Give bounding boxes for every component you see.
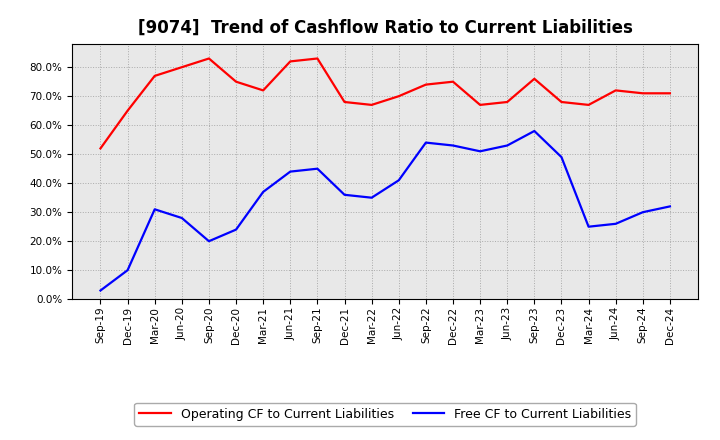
Free CF to Current Liabilities (584, 224, 593, 229)
Free CF to Current Liabilities (341, 192, 349, 198)
Operating CF to Current Liabilities (476, 102, 485, 107)
Free CF to Current Liabilities (123, 268, 132, 273)
Operating CF to Current Liabilities (584, 102, 593, 107)
Operating CF to Current Liabilities (449, 79, 457, 84)
Operating CF to Current Liabilities (204, 56, 213, 61)
Line: Operating CF to Current Liabilities: Operating CF to Current Liabilities (101, 59, 670, 148)
Free CF to Current Liabilities (503, 143, 511, 148)
Operating CF to Current Liabilities (123, 108, 132, 114)
Free CF to Current Liabilities (421, 140, 430, 145)
Operating CF to Current Liabilities (313, 56, 322, 61)
Free CF to Current Liabilities (259, 189, 268, 194)
Free CF to Current Liabilities (611, 221, 620, 227)
Operating CF to Current Liabilities (665, 91, 674, 96)
Operating CF to Current Liabilities (611, 88, 620, 93)
Operating CF to Current Liabilities (150, 73, 159, 78)
Free CF to Current Liabilities (665, 204, 674, 209)
Free CF to Current Liabilities (639, 209, 647, 215)
Line: Free CF to Current Liabilities: Free CF to Current Liabilities (101, 131, 670, 290)
Operating CF to Current Liabilities (96, 146, 105, 151)
Free CF to Current Liabilities (96, 288, 105, 293)
Free CF to Current Liabilities (313, 166, 322, 171)
Operating CF to Current Liabilities (286, 59, 294, 64)
Operating CF to Current Liabilities (232, 79, 240, 84)
Free CF to Current Liabilities (178, 215, 186, 220)
Free CF to Current Liabilities (395, 178, 403, 183)
Free CF to Current Liabilities (449, 143, 457, 148)
Free CF to Current Liabilities (367, 195, 376, 200)
Free CF to Current Liabilities (286, 169, 294, 174)
Free CF to Current Liabilities (150, 207, 159, 212)
Operating CF to Current Liabilities (395, 94, 403, 99)
Operating CF to Current Liabilities (639, 91, 647, 96)
Operating CF to Current Liabilities (421, 82, 430, 87)
Operating CF to Current Liabilities (530, 76, 539, 81)
Operating CF to Current Liabilities (367, 102, 376, 107)
Operating CF to Current Liabilities (341, 99, 349, 105)
Operating CF to Current Liabilities (503, 99, 511, 105)
Legend: Operating CF to Current Liabilities, Free CF to Current Liabilities: Operating CF to Current Liabilities, Fre… (135, 403, 636, 425)
Title: [9074]  Trend of Cashflow Ratio to Current Liabilities: [9074] Trend of Cashflow Ratio to Curren… (138, 19, 633, 37)
Free CF to Current Liabilities (476, 149, 485, 154)
Free CF to Current Liabilities (530, 128, 539, 134)
Free CF to Current Liabilities (204, 238, 213, 244)
Operating CF to Current Liabilities (178, 65, 186, 70)
Free CF to Current Liabilities (557, 154, 566, 160)
Operating CF to Current Liabilities (259, 88, 268, 93)
Operating CF to Current Liabilities (557, 99, 566, 105)
Free CF to Current Liabilities (232, 227, 240, 232)
